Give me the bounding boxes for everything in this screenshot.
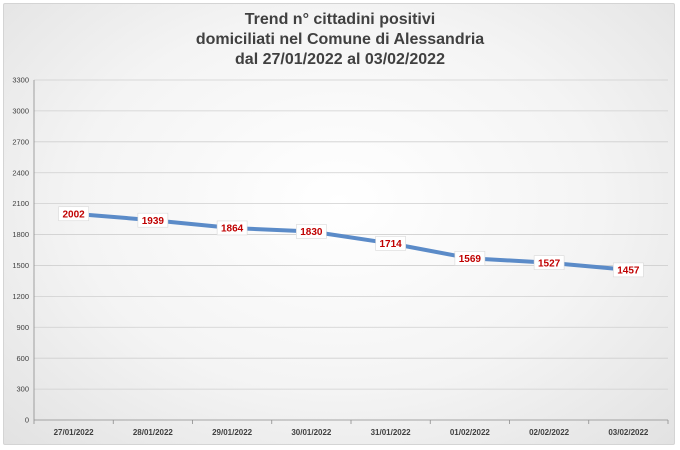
data-label: 1939 [137, 212, 169, 228]
y-tick-label: 600 [16, 354, 29, 363]
data-label-text: 1527 [538, 258, 561, 269]
y-tick-label: 2700 [12, 137, 29, 146]
x-tick-label: 29/01/2022 [212, 428, 253, 437]
data-label-box [375, 236, 406, 251]
y-tick-label: 1200 [12, 292, 29, 301]
data-label-text: 1864 [221, 224, 244, 235]
x-axis-ticks: 27/01/2022 28/01/2022 29/01/2022 30/01/2022… [54, 428, 649, 437]
x-tick-label: 31/01/2022 [371, 428, 412, 437]
y-tick-label: 2400 [12, 168, 29, 177]
data-label-text: 1714 [380, 239, 403, 250]
data-label-text: 1939 [142, 216, 165, 227]
y-tick-label: 1500 [12, 261, 29, 270]
data-label: 1569 [454, 251, 486, 266]
data-label-text: 1457 [617, 265, 640, 276]
data-labels: 2002 1939 1864 1830 1714 1569 1527 1457 [58, 206, 644, 278]
data-label-box [613, 262, 644, 278]
x-tick-label: 28/01/2022 [133, 428, 174, 437]
title-line-3: dal 27/01/2022 al 03/02/2022 [235, 51, 445, 68]
chart-title: Trend n° cittadini positivi domiciliati … [0, 10, 680, 70]
y-tick-label: 300 [16, 385, 29, 394]
gridlines [34, 79, 668, 390]
data-label: 2002 [58, 206, 89, 222]
x-tick-label: 03/02/2022 [608, 428, 649, 437]
data-label: 1830 [296, 224, 327, 239]
axes [33, 80, 669, 424]
data-label-text: 1830 [300, 227, 323, 238]
data-label-text: 2002 [63, 209, 86, 220]
y-tick-label: 1800 [12, 230, 29, 239]
x-tick-label: 30/01/2022 [291, 428, 332, 437]
y-tick-label: 3000 [12, 107, 29, 116]
y-tick-label: 3300 [12, 76, 29, 85]
data-label-box [137, 212, 169, 228]
data-label-text: 1569 [459, 254, 482, 265]
data-label-box [533, 255, 565, 270]
data-label-box [216, 220, 248, 236]
y-tick-label: 0 [25, 416, 29, 425]
y-axis-ticks: 0 300 600 900 1200 1500 1800 2100 2400 2700 3000 33… [12, 76, 29, 425]
y-tick-label: 2100 [12, 199, 29, 208]
x-tick-label: 02/02/2022 [529, 428, 570, 437]
data-label-box [58, 206, 89, 222]
title-line-1: Trend n° cittadini positivi [244, 11, 436, 28]
y-tick-label: 900 [16, 323, 29, 332]
title-line-2: domiciliati nel Comune di Alessandria [195, 31, 485, 48]
data-label: 1457 [613, 262, 644, 278]
data-label-box [454, 251, 486, 266]
data-label: 1714 [375, 236, 406, 251]
data-label: 1864 [216, 220, 248, 236]
x-tick-label: 27/01/2022 [54, 428, 95, 437]
chart-frame [3, 3, 675, 445]
data-label: 1527 [533, 255, 565, 270]
data-label-box [296, 224, 327, 239]
x-tick-label: 01/02/2022 [450, 428, 491, 437]
